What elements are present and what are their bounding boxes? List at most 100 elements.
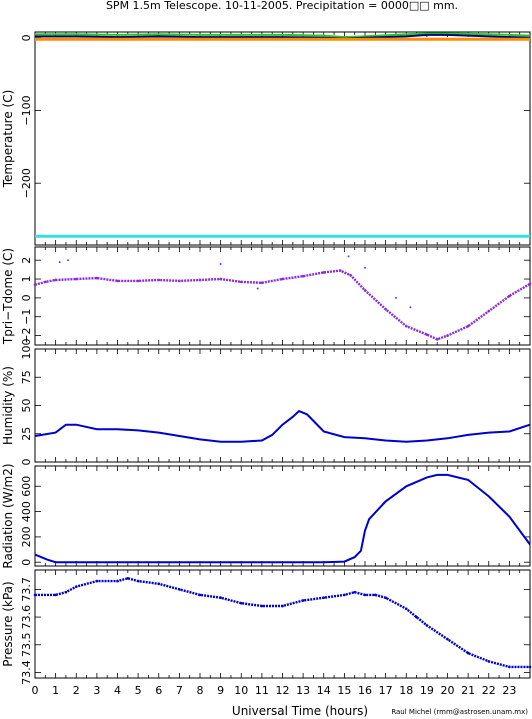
y-tick-label: 25 (20, 427, 33, 441)
x-tick-label: 19 (420, 684, 434, 697)
data-point (33, 283, 37, 286)
x-tick-label: 23 (502, 684, 516, 697)
x-axis-label: Universal Time (hours) (232, 704, 368, 718)
x-tick-label: 20 (441, 684, 455, 697)
y-tick-label: 100 (20, 339, 33, 360)
data-point (425, 333, 429, 336)
x-tick-label: 22 (482, 684, 496, 697)
panel-frame (34, 569, 531, 679)
data-point (322, 596, 326, 599)
data-point (256, 287, 259, 290)
y-tick-label: −1 (20, 309, 33, 325)
panel-5: 73.7 73.6 73.5 73.4 Pressure (kPa) (1, 569, 532, 685)
data-point (64, 590, 68, 594)
data-point (44, 280, 47, 284)
x-tick-label: 13 (296, 684, 310, 697)
data-point (54, 278, 57, 282)
data-point (260, 604, 264, 608)
x-tick-label: 14 (317, 684, 331, 697)
y-axis-label: Radiation (W/m2) (1, 463, 15, 568)
data-point (198, 278, 202, 282)
x-tick-label: 3 (93, 684, 100, 697)
data-point (349, 273, 352, 277)
data-point (487, 309, 491, 313)
data-point (322, 271, 326, 274)
data-point (301, 599, 305, 602)
data-point (363, 593, 367, 597)
data-point (136, 579, 140, 583)
x-tick-label: 4 (114, 684, 121, 697)
y-tick-label: 50 (20, 399, 33, 413)
y-tick-label: −200 (20, 168, 33, 198)
data-point (446, 334, 449, 337)
data-point (157, 582, 161, 586)
credit-text: Raul Michel (rmm@astrosen.unam.mx) (391, 708, 528, 716)
chart-panels: 0 −100 −200 Temperature (C) 2 1 0 −1 −2 Tpri−Tdom… (1, 31, 532, 685)
data-point (136, 279, 140, 283)
data-point (528, 665, 532, 669)
x-tick-label: 21 (461, 684, 475, 697)
data-point (198, 593, 202, 597)
data-point (281, 277, 284, 281)
data-point (409, 306, 412, 309)
data-point (54, 593, 57, 597)
data-point (74, 277, 78, 281)
y-tick-label: 600 (20, 476, 33, 497)
panel-frame (34, 465, 531, 567)
data-point (33, 593, 37, 597)
data-series (35, 32, 531, 39)
x-tick-label: 10 (234, 684, 248, 697)
data-point (116, 279, 119, 283)
x-tick-label: 6 (155, 684, 162, 697)
x-tick-label: 16 (358, 684, 372, 697)
data-point (425, 624, 429, 627)
y-tick-label: 200 (20, 526, 33, 547)
data-point (347, 255, 350, 258)
x-tick-label: 11 (255, 684, 269, 697)
x-tick-label: 15 (337, 684, 351, 697)
data-point (178, 588, 181, 591)
data-point (219, 262, 222, 265)
y-tick-label: 0 (20, 294, 33, 301)
data-series (34, 409, 531, 443)
y-axis-label: Humidity (%) (1, 366, 15, 445)
y-tick-label: 75 (20, 370, 33, 384)
data-point (219, 596, 222, 599)
y-tick-label: 0 (20, 34, 33, 41)
y-tick-label: 400 (20, 501, 33, 522)
y-tick-label: 1 (20, 276, 33, 283)
y-tick-label: 0 (20, 559, 33, 566)
x-tick-label: 12 (276, 684, 290, 697)
data-point (435, 338, 439, 341)
data-series (34, 269, 531, 341)
y-axis-label: Temperature (C) (1, 90, 15, 189)
data-point (67, 259, 69, 262)
panel-3: 100 75 50 25 0 Humidity (%) (1, 339, 531, 466)
data-point (343, 593, 346, 597)
data-point (384, 596, 387, 599)
data-point (116, 579, 119, 583)
data-point (157, 278, 161, 282)
panel-frame (34, 348, 531, 463)
y-tick-label: 73.5 (20, 633, 33, 658)
data-point (415, 615, 418, 619)
data-point (363, 289, 367, 292)
data-point (466, 324, 470, 328)
x-axis: 0 1 2 3 4 5 6 7 8 9 10 11 12 13 14 15 16 17 18 19 20 21 22 23 (32, 684, 517, 697)
y-tick-label: 0 (20, 459, 33, 466)
y-tick-label: 2 (20, 257, 33, 264)
data-point (301, 274, 305, 278)
y-axis-label: Pressure (kPa) (1, 581, 15, 666)
data-point (508, 665, 511, 669)
y-tick-label: −100 (20, 95, 33, 125)
data-series (34, 473, 531, 564)
x-tick-label: 1 (52, 684, 59, 697)
data-point (58, 261, 61, 264)
panel-frame (34, 31, 531, 246)
x-tick-label: 0 (32, 684, 39, 697)
panel-frame (34, 246, 531, 346)
data-series (35, 577, 530, 669)
y-tick-label: 73.4 (20, 660, 33, 685)
x-tick-label: 2 (73, 684, 80, 697)
